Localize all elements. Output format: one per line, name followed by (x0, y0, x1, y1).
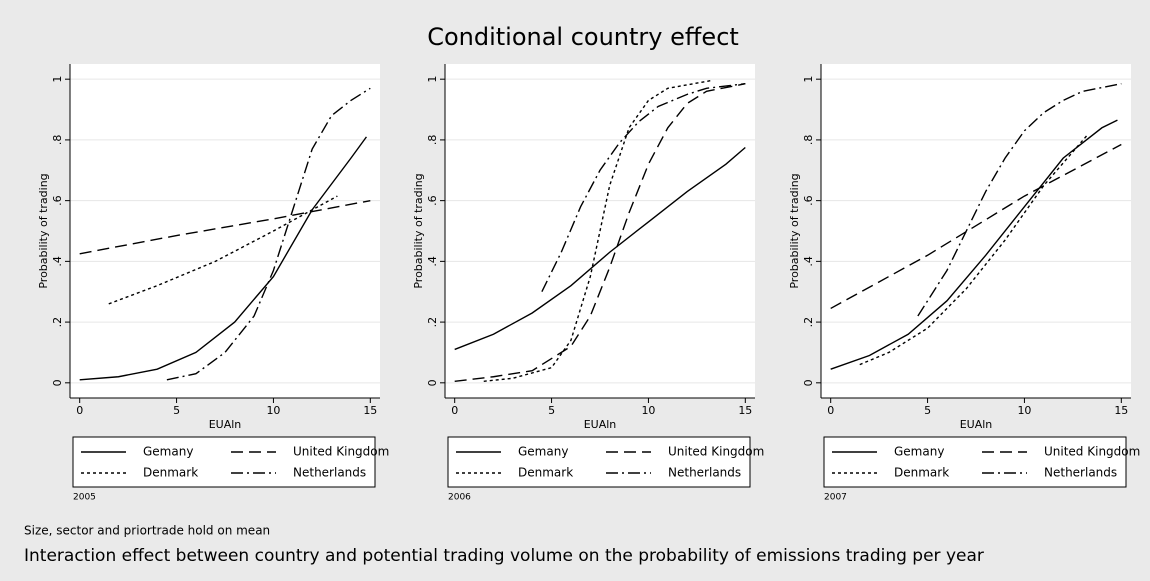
legend-label: Netherlands (1044, 466, 1117, 480)
legend-label: Gemany (518, 445, 568, 459)
x-tick-label: 0 (827, 404, 834, 417)
plot-area (821, 64, 1131, 398)
legend-label: Netherlands (293, 466, 366, 480)
y-tick-label: 0 (51, 379, 64, 386)
y-axis-label: Probability of trading (37, 173, 50, 288)
legend-label: United Kingdom (1044, 445, 1140, 459)
y-tick-label: .4 (802, 256, 815, 267)
legend-label: Denmark (518, 466, 573, 480)
note: Size, sector and priortrade hold on mean (24, 524, 270, 538)
line-series (166, 87, 371, 381)
y-tick-label: 1 (802, 76, 815, 83)
x-tick-label: 5 (924, 404, 931, 417)
y-tick-label: 1 (426, 76, 439, 83)
x-axis-label: EUAln (584, 418, 617, 431)
x-axis-label: EUAln (960, 418, 993, 431)
chart-title: Conditional country effect (427, 23, 739, 51)
x-tick-label: 5 (548, 404, 555, 417)
y-tick-label: .2 (802, 317, 815, 328)
x-tick-label: 0 (76, 404, 83, 417)
y-tick-label: 1 (51, 76, 64, 83)
x-tick-label: 10 (641, 404, 655, 417)
y-tick-label: .6 (802, 195, 815, 206)
y-tick-label: .8 (426, 135, 439, 146)
y-tick-label: .4 (426, 256, 439, 267)
line-series (79, 136, 368, 381)
line-series (454, 83, 746, 382)
y-tick-label: .6 (51, 195, 64, 206)
y-tick-label: .8 (802, 135, 815, 146)
subtitle: 2007 (824, 493, 847, 503)
line-series (79, 199, 371, 255)
y-tick-label: .4 (51, 256, 64, 267)
line-series (830, 119, 1118, 370)
subtitle: 2005 (73, 493, 96, 503)
legend (447, 436, 751, 488)
y-tick-label: 0 (426, 379, 439, 386)
line-series (917, 83, 1122, 317)
legend-label: Denmark (894, 466, 949, 480)
y-axis-label: Probability of trading (788, 173, 801, 288)
x-tick-label: 15 (363, 404, 377, 417)
legend-label: Gemany (894, 445, 944, 459)
x-axis-label: EUAln (209, 418, 242, 431)
y-axis-label: Probability of trading (412, 173, 425, 288)
line-series (830, 143, 1122, 310)
subtitle: 2006 (448, 493, 471, 503)
legend (823, 436, 1127, 488)
x-tick-label: 15 (738, 404, 752, 417)
legend-label: Netherlands (668, 466, 741, 480)
y-tick-label: .8 (51, 135, 64, 146)
y-tick-label: .2 (426, 317, 439, 328)
x-tick-label: 10 (266, 404, 280, 417)
x-tick-label: 5 (173, 404, 180, 417)
line-series (483, 80, 711, 382)
line-series (541, 83, 746, 293)
line-series (108, 195, 338, 305)
y-tick-label: .6 (426, 195, 439, 206)
y-tick-label: 0 (802, 379, 815, 386)
y-tick-label: .2 (51, 317, 64, 328)
legend-label: United Kingdom (668, 445, 764, 459)
legend-label: Denmark (143, 466, 198, 480)
line-series (454, 146, 746, 351)
caption: Interaction effect between country and p… (24, 546, 984, 566)
line-series (859, 133, 1089, 366)
plot-area (70, 64, 380, 398)
legend (72, 436, 376, 488)
x-tick-label: 15 (1114, 404, 1128, 417)
x-tick-label: 10 (1017, 404, 1031, 417)
x-tick-label: 0 (451, 404, 458, 417)
legend-label: Gemany (143, 445, 193, 459)
legend-label: United Kingdom (293, 445, 389, 459)
